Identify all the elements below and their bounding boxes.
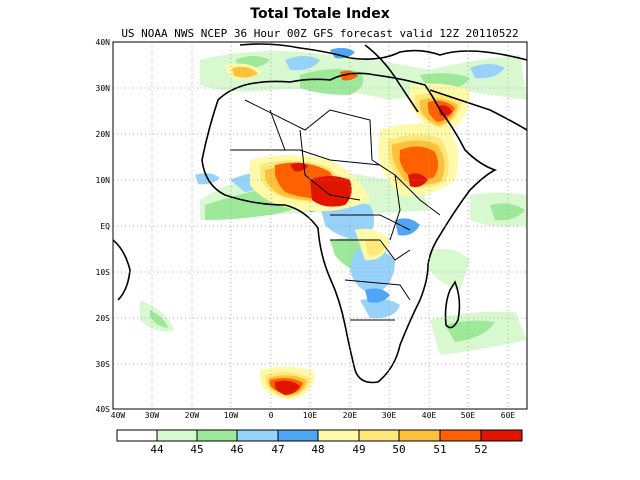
colorbar-box: [358, 429, 400, 442]
colorbar-box: [317, 429, 360, 442]
colorbar-box: [480, 429, 523, 442]
colorbar-box: [439, 429, 482, 442]
lat-label: 10N: [96, 176, 111, 185]
lon-label: 10W: [224, 411, 239, 420]
lat-label: 30S: [96, 360, 111, 369]
colorbar-box: [196, 429, 238, 442]
field-level-52: [275, 105, 452, 395]
lon-label: 40W: [111, 411, 126, 420]
shaded-field: [113, 43, 527, 400]
country-borders: [230, 99, 441, 321]
colorbar-box: [398, 429, 441, 442]
lat-label: 20N: [96, 130, 111, 139]
lon-label: 50E: [461, 411, 476, 420]
colorbar-label: 47: [271, 443, 284, 456]
graticule: [113, 42, 527, 409]
colorbar-box: [236, 429, 279, 442]
lon-label: 10E: [303, 411, 318, 420]
colorbar-label: 46: [230, 443, 243, 456]
lat-label: EQ: [100, 222, 110, 231]
colorbar-box: [277, 429, 319, 442]
colorbar-label: 45: [190, 443, 203, 456]
lon-label: 30E: [382, 411, 397, 420]
lat-label: 20S: [96, 314, 111, 323]
colorbar-label: 51: [433, 443, 446, 456]
lon-label: 20W: [185, 411, 200, 420]
lon-label: 60E: [501, 411, 516, 420]
colorbar-box: [116, 429, 158, 442]
colorbar-label: 50: [392, 443, 405, 456]
lon-axis: 40W 30W 20W 10W 0 10E 20E 30E 40E 50E 60…: [111, 411, 516, 420]
colorbar-label: 49: [352, 443, 365, 456]
lat-label: 40N: [96, 38, 111, 47]
lat-label: 30N: [96, 84, 111, 93]
colorbar-label: 52: [474, 443, 487, 456]
chart-title: Total Totale Index: [250, 6, 390, 22]
lon-label: 20E: [343, 411, 358, 420]
lat-axis: 40N 30N 20N 10N EQ 10S 20S 30S 40S: [96, 38, 111, 414]
colorbar-labels: 44 45 46 47 48 49 50 51 52: [150, 443, 487, 456]
colorbar-label: 44: [150, 443, 164, 456]
chart-subtitle: US NOAA NWS NCEP 36 Hour 00Z GFS forecas…: [121, 27, 519, 40]
lon-label: 0: [269, 411, 274, 420]
lon-label: 30W: [145, 411, 160, 420]
lon-label: 40E: [422, 411, 437, 420]
lat-label: 10S: [96, 268, 111, 277]
map-frame: [112, 41, 528, 410]
colorbar-label: 48: [311, 443, 324, 456]
colorbar: [116, 429, 523, 442]
colorbar-box: [156, 429, 198, 442]
lat-label: 40S: [96, 405, 111, 414]
